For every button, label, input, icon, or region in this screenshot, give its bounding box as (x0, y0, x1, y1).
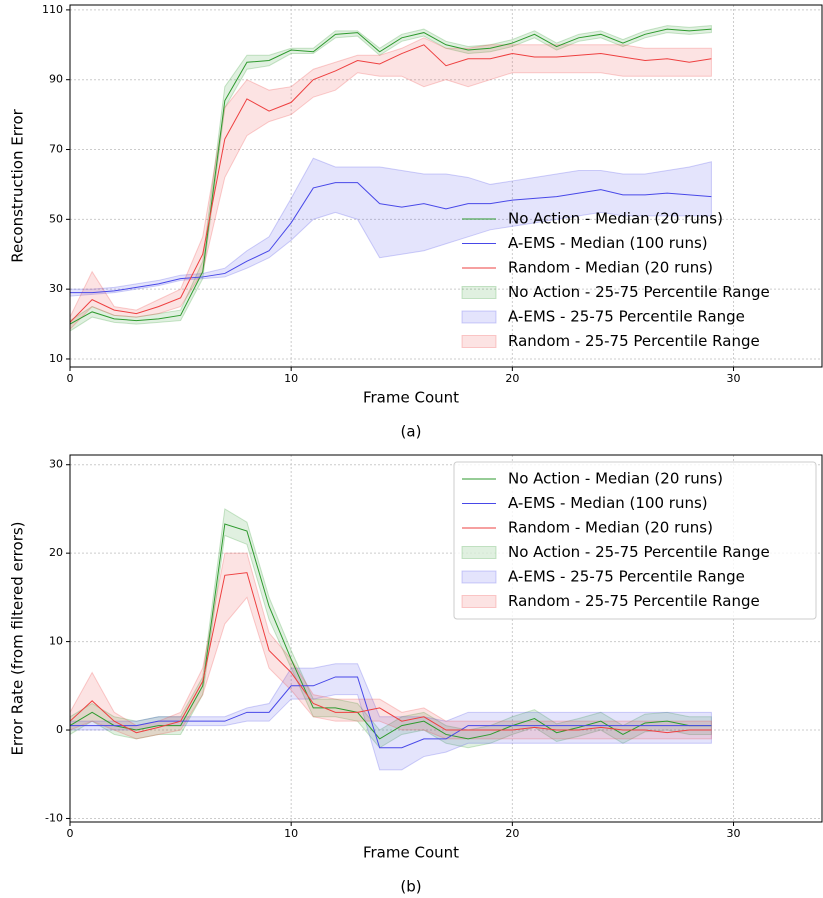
y-tick-label: 30 (49, 282, 63, 295)
legend-label: Random - 25-75 Percentile Range (508, 592, 760, 610)
legend-label: Random - 25-75 Percentile Range (508, 332, 760, 350)
median-line (69, 44, 712, 323)
legend-label: No Action - 25-75 Percentile Range (508, 283, 770, 301)
legend-patch (461, 310, 497, 324)
y-tick-label: 90 (49, 73, 63, 86)
x-tick-label: 20 (505, 827, 519, 840)
y-tick-label: 50 (49, 212, 63, 225)
y-axis-label: Reconstruction Error (9, 108, 27, 262)
median-line (69, 523, 712, 740)
plot-frame (69, 4, 823, 368)
percentile-band (69, 663, 712, 771)
x-tick-label: 30 (727, 827, 741, 840)
y-tick-label: 30 (49, 458, 63, 471)
legend-label: A-EMS - 25-75 Percentile Range (508, 568, 745, 586)
legend-label: No Action - Median (20 runs) (508, 210, 723, 228)
legend-patch (461, 335, 497, 348)
legend-patch (461, 595, 497, 608)
y-tick-label: 0 (56, 723, 63, 736)
y-axis-label: Error Rate (from filtered errors) (9, 521, 27, 755)
y-tick-label: 110 (42, 3, 63, 16)
percentile-band (69, 25, 712, 332)
median-line (69, 572, 712, 734)
median-line (69, 28, 712, 325)
y-tick-label: 70 (49, 143, 63, 156)
legend-patch (461, 286, 497, 299)
y-tick-label: 10 (49, 352, 63, 365)
legend-label: A-EMS - 25-75 Percentile Range (508, 308, 745, 326)
legend-frame (453, 461, 817, 620)
legend-label: Random - Median (20 runs) (508, 519, 713, 537)
y-tick-label: 10 (49, 635, 63, 648)
legend-label: Random - Median (20 runs) (508, 259, 713, 277)
x-tick-label: 0 (67, 372, 74, 385)
percentile-band (69, 157, 712, 297)
median-line (70, 182, 712, 294)
legend-patch (461, 546, 497, 559)
plot-frame (69, 454, 823, 823)
legend-label: No Action - Median (20 runs) (508, 470, 723, 488)
percentile-band (69, 508, 712, 749)
median-line (70, 676, 712, 749)
x-tick-label: 10 (284, 827, 298, 840)
x-tick-label: 30 (727, 372, 741, 385)
x-axis-label: Frame Count (363, 844, 459, 862)
x-tick-label: 0 (67, 827, 74, 840)
legend-patch (461, 570, 497, 584)
y-tick-label: -10 (45, 811, 63, 824)
x-tick-label: 10 (284, 372, 298, 385)
x-tick-label: 20 (505, 372, 519, 385)
percentile-band (69, 37, 712, 331)
x-axis-label: Frame Count (363, 389, 459, 407)
caption: (a) (401, 423, 422, 441)
legend-label: No Action - 25-75 Percentile Range (508, 543, 770, 561)
legend-label: A-EMS - Median (100 runs) (508, 494, 708, 512)
legend-label: A-EMS - Median (100 runs) (508, 234, 708, 252)
caption: (b) (400, 878, 421, 896)
y-tick-label: 20 (49, 546, 63, 559)
